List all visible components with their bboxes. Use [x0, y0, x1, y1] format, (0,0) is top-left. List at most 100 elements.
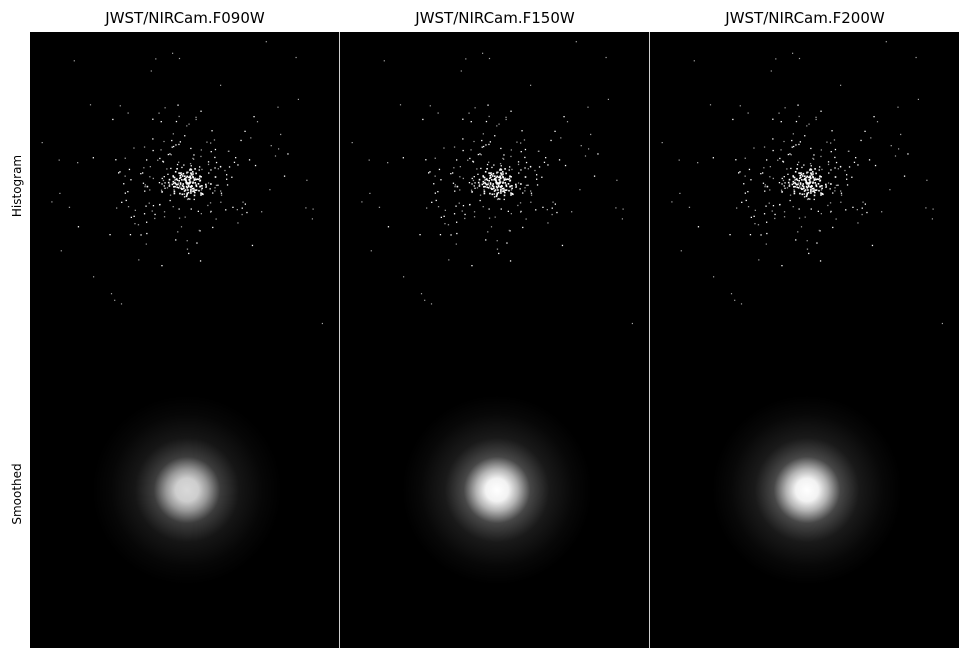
- histogram-point: [786, 187, 789, 189]
- histogram-point: [471, 265, 473, 267]
- histogram-point: [817, 178, 820, 181]
- histogram-point: [422, 118, 424, 121]
- histogram-point: [149, 176, 151, 178]
- histogram-point: [547, 164, 549, 166]
- histogram-point: [209, 188, 211, 190]
- column-title-f150w: JWST/NIRCam.F150W: [415, 9, 575, 27]
- histogram-point: [794, 181, 796, 184]
- histogram-point: [820, 110, 822, 112]
- histogram-point: [487, 179, 489, 181]
- histogram-point: [697, 162, 699, 164]
- histogram-point: [496, 198, 499, 201]
- histogram-point: [152, 118, 154, 120]
- histogram-point: [499, 181, 502, 183]
- histogram-point: [815, 116, 817, 118]
- histogram-point: [199, 230, 201, 232]
- row-label-histogram: Histogram: [10, 154, 24, 218]
- histogram-point: [510, 192, 512, 194]
- histogram-point: [860, 139, 862, 142]
- histogram-point: [250, 137, 252, 139]
- histogram-point: [430, 303, 433, 305]
- histogram-point: [803, 190, 806, 192]
- histogram-point: [806, 125, 808, 127]
- histogram-point: [187, 171, 189, 173]
- histogram-point: [772, 177, 774, 180]
- histogram-point: [434, 192, 436, 194]
- histogram-point: [494, 177, 497, 179]
- histogram-point: [170, 167, 172, 170]
- histogram-point: [173, 145, 175, 148]
- histogram-point: [420, 293, 423, 295]
- histogram-point: [226, 174, 228, 176]
- histogram-point: [192, 157, 194, 160]
- histogram-point: [496, 240, 498, 242]
- histogram-point: [164, 182, 166, 184]
- histogram-point: [210, 183, 212, 185]
- histogram-point: [791, 183, 794, 186]
- histogram-point: [179, 172, 181, 175]
- histogram-point: [799, 174, 801, 177]
- histogram-point: [788, 178, 791, 181]
- histogram-point: [188, 176, 190, 178]
- histogram-point: [799, 183, 802, 185]
- histogram-point: [496, 183, 498, 185]
- histogram-point: [814, 189, 817, 191]
- histogram-point: [788, 183, 791, 185]
- histogram-point: [828, 172, 830, 174]
- histogram-point: [462, 138, 464, 140]
- histogram-point: [500, 192, 502, 194]
- histogram-point: [497, 171, 499, 173]
- histogram-point: [489, 174, 491, 177]
- histogram-point: [163, 211, 166, 213]
- histogram-point: [177, 104, 179, 106]
- histogram-point: [768, 202, 770, 204]
- histogram-point: [178, 172, 180, 174]
- histogram-point: [530, 192, 533, 194]
- histogram-point: [178, 161, 180, 163]
- histogram-point: [482, 176, 485, 178]
- histogram-point: [926, 179, 928, 181]
- histogram-point: [509, 180, 511, 182]
- histogram-point: [499, 182, 501, 184]
- histogram-point: [508, 177, 511, 179]
- histogram-point: [542, 206, 544, 208]
- histogram-point: [489, 182, 492, 184]
- histogram-point: [679, 192, 681, 194]
- histogram-point: [552, 201, 554, 203]
- histogram-point: [179, 141, 181, 143]
- histogram-point: [198, 177, 201, 179]
- histogram-point: [786, 168, 788, 170]
- histogram-point: [236, 209, 238, 211]
- histogram-point: [447, 224, 450, 226]
- histogram-point: [434, 175, 436, 177]
- histogram-point: [797, 183, 799, 186]
- histogram-point: [819, 166, 821, 168]
- histogram-point: [856, 209, 858, 211]
- histogram-point: [813, 190, 815, 192]
- histogram-point: [547, 222, 549, 224]
- histogram-point: [804, 177, 807, 179]
- histogram-point: [311, 218, 313, 220]
- histogram-point: [504, 177, 506, 179]
- histogram-point: [453, 167, 455, 169]
- histogram-point: [179, 183, 182, 185]
- histogram-point: [508, 169, 510, 171]
- histogram-point: [485, 144, 487, 146]
- histogram-point: [501, 174, 504, 177]
- histogram-point: [807, 171, 809, 173]
- histogram-point: [536, 184, 539, 186]
- histogram-point: [482, 206, 484, 208]
- histogram-point: [734, 299, 736, 301]
- histogram-point: [520, 210, 522, 213]
- histogram-point: [473, 211, 476, 213]
- histogram-point: [502, 157, 504, 160]
- histogram-point: [490, 173, 493, 176]
- histogram-point: [798, 57, 801, 60]
- histogram-point: [240, 139, 242, 142]
- histogram-point: [119, 171, 121, 173]
- histogram-point: [765, 243, 767, 245]
- histogram-point: [128, 168, 131, 171]
- histogram-point: [766, 159, 768, 161]
- histogram-panel-2: [351, 41, 633, 325]
- histogram-point: [495, 179, 497, 182]
